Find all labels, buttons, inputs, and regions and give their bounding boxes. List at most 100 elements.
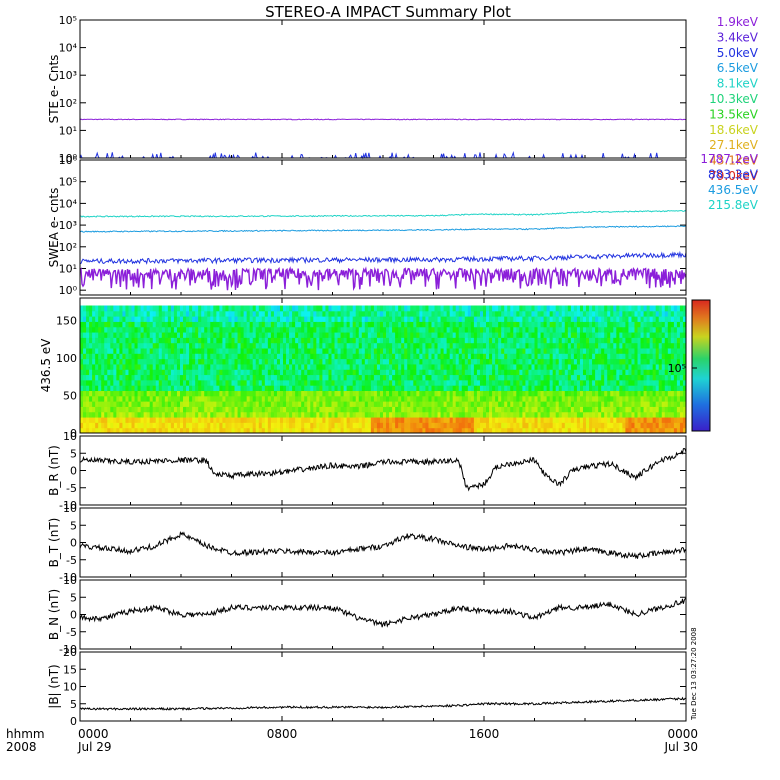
spectrogram-cell [173, 353, 178, 360]
spectrogram-cell [80, 417, 84, 423]
spectrogram-cell [449, 321, 454, 328]
spectrogram-cell [510, 337, 514, 344]
spectrogram-cell [355, 417, 360, 423]
spectrogram-cell [407, 390, 411, 397]
spectrogram-cell [628, 305, 632, 312]
spectrogram-cell [383, 358, 387, 365]
spectrogram-cell [507, 401, 511, 407]
spectrogram-cell [579, 363, 584, 370]
spectrogram-cell [213, 417, 217, 423]
spectrogram-cell [80, 427, 84, 434]
spectrogram-cell [458, 326, 463, 333]
spectrogram-cell [670, 374, 675, 381]
spectrogram-cell [204, 385, 208, 391]
spectrogram-cell [673, 422, 678, 429]
spectrogram-cell [104, 337, 108, 344]
spectrogram-cell [413, 374, 417, 381]
spectrogram-cell [670, 379, 675, 386]
spectrogram-cell [410, 342, 414, 349]
spectrogram-cell [86, 348, 90, 354]
spectrogram-cell [286, 305, 290, 312]
spectrogram-cell [386, 353, 390, 360]
spectrogram-cell [107, 395, 111, 402]
spectrogram-cell [628, 406, 632, 413]
spectrogram-cell [80, 316, 84, 322]
spectrogram-cell [631, 353, 635, 360]
spectrogram-cell [467, 395, 472, 402]
spectrogram-cell [125, 305, 129, 312]
spectrogram-cell [279, 332, 284, 338]
spectrogram-cell [437, 305, 442, 312]
spectrogram-cell [249, 390, 254, 397]
spectrogram-cell [392, 316, 396, 322]
spectrogram-cell [83, 427, 87, 434]
spectrogram-cell [416, 363, 420, 370]
spectrogram-cell [252, 326, 257, 333]
spectrogram-cell [386, 390, 390, 397]
spectrogram-cell [646, 310, 651, 317]
spectrogram-cell [540, 401, 545, 407]
spectrogram-cell [576, 406, 581, 413]
spectrogram-cell [607, 379, 611, 386]
spectrogram-cell [155, 411, 160, 418]
spectrogram-cell [219, 390, 223, 397]
spectrogram-cell [564, 321, 569, 328]
spectrogram-cell [537, 310, 542, 317]
spectrogram-cell [395, 390, 399, 397]
spectrogram-cell [113, 369, 117, 376]
spectrogram-cell [501, 374, 505, 381]
spectrogram-cell [116, 369, 120, 376]
spectrogram-cell [407, 374, 411, 381]
spectrogram-cell [252, 358, 257, 365]
spectrogram-cell [80, 390, 84, 397]
spectrogram-cell [422, 395, 426, 402]
spectrogram-cell [292, 326, 296, 333]
spectrogram-cell [367, 363, 372, 370]
spectrogram-cell [243, 369, 248, 376]
spectrogram-cell [558, 358, 563, 365]
spectrogram-cell [179, 369, 184, 376]
spectrogram-cell [170, 310, 175, 317]
spectrogram-cell [513, 427, 517, 434]
spectrogram-cell [537, 390, 542, 397]
ytick-label: 10¹ [59, 124, 77, 137]
spectrogram-cell [586, 417, 590, 423]
spectrogram-cell [143, 326, 148, 333]
spectrogram-cell [195, 390, 199, 397]
spectrogram-cell [319, 332, 323, 338]
spectrogram-cell [467, 358, 472, 365]
spectrogram-cell [564, 374, 569, 381]
spectrogram-cell [552, 411, 557, 418]
spectrogram-cell [455, 332, 460, 338]
spectrogram-cell [455, 369, 460, 376]
spectrogram-cell [598, 353, 602, 360]
spectrogram-cell [464, 358, 469, 365]
spectrogram-cell [670, 316, 675, 322]
spectrogram-cell [173, 385, 178, 391]
spectrogram-cell [201, 427, 205, 434]
spectrogram-cell [304, 406, 308, 413]
spectrogram-cell [186, 417, 190, 423]
spectrogram-cell [525, 363, 529, 370]
spectrogram-cell [404, 422, 408, 429]
spectrogram-cell [501, 427, 505, 434]
spectrogram-cell [376, 353, 381, 360]
spectrogram-cell [152, 363, 157, 370]
spectrogram-cell [682, 363, 687, 370]
spectrogram-cell [467, 321, 472, 328]
spectrogram-cell [458, 369, 463, 376]
spectrogram-cell [413, 310, 417, 317]
spectrogram-cell [149, 337, 154, 344]
spectrogram-cell [389, 395, 393, 402]
spectrogram-cell [628, 348, 632, 354]
spectrogram-cell [216, 358, 220, 365]
spectrogram-cell [582, 406, 587, 413]
spectrogram-cell [519, 337, 523, 344]
spectrogram-cell [395, 310, 399, 317]
spectrogram-cell [140, 385, 145, 391]
spectrogram-cell [295, 363, 299, 370]
spectrogram-cell [349, 385, 354, 391]
spectrogram-cell [664, 390, 669, 397]
spectrogram-cell [516, 401, 520, 407]
spectrogram-cell [476, 369, 481, 376]
